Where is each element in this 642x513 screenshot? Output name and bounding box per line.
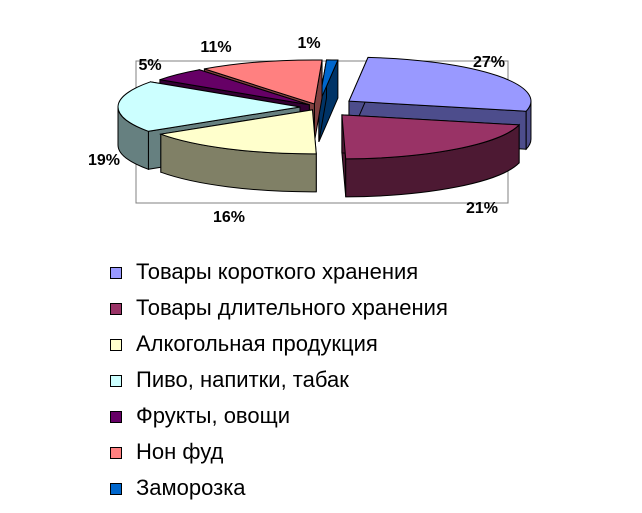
legend-label: Алкогольная продукция [136,331,378,356]
pie-slice-top [318,59,339,105]
pie-chart: 27% 21% 16% 19% 5% 11% 1% [88,35,532,226]
legend-swatch [110,339,122,351]
legend-swatch [110,411,122,423]
pie-slice-7 [318,59,339,143]
legend-swatch [110,447,122,459]
data-label-4: 19% [88,152,120,169]
pie-slice-2 [341,114,521,198]
pie-slice-3 [158,109,317,193]
data-label-3: 16% [213,209,245,226]
data-label-5: 5% [138,57,161,74]
legend-label: Заморозка [136,475,246,500]
legend-label: Фрукты, овощи [136,403,290,428]
legend-swatch [110,375,122,387]
legend-label: Товары длительного хранения [136,295,448,320]
pie-slice-top [348,56,532,112]
data-label-2: 21% [466,200,498,217]
data-label-1: 27% [473,54,505,71]
pie-slice-top [158,109,317,155]
legend-label: Товары короткого хранения [136,259,419,284]
pie-slice-top [117,81,301,132]
legend-swatch [110,267,122,279]
legend-label: Пиво, напитки, табак [136,367,349,392]
pie-slice-top [204,59,323,105]
pie-slice-top [341,114,521,160]
pie-slice-top [159,69,310,106]
legend-swatch [110,483,122,495]
data-label-6: 11% [200,39,231,56]
data-label-7: 1% [297,35,320,52]
legend-swatch [110,303,122,315]
legend-label: Нон фуд [136,439,224,464]
